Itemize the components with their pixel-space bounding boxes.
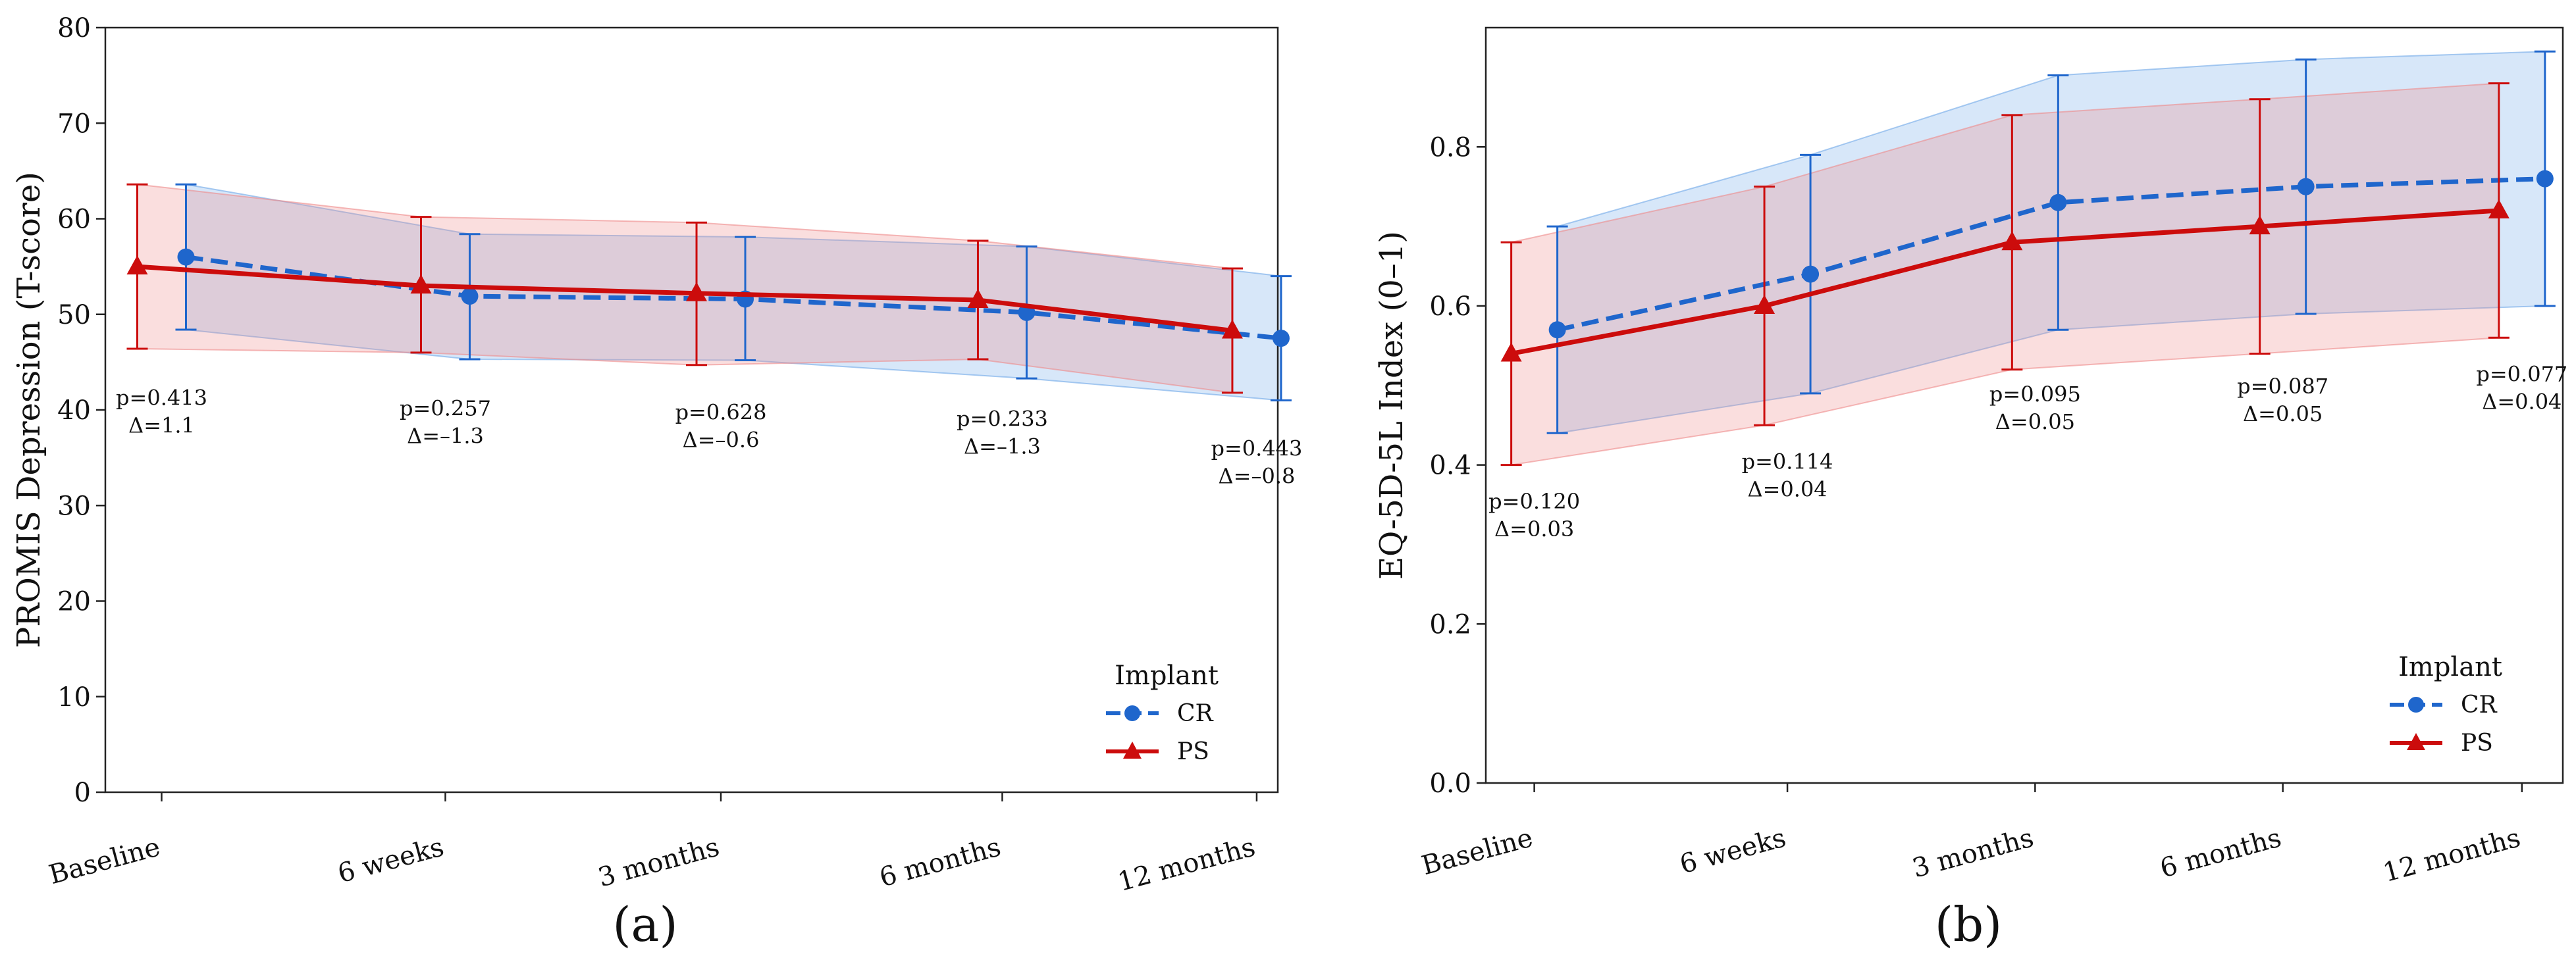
x-tick-label: 12 months [2380,822,2523,888]
legend-marker-cr [2408,697,2424,713]
p-value-label: p=0.114 [1742,449,1833,474]
y-axis-title: PROMIS Depression (T-score) [11,172,47,648]
x-tick-label: 6 weeks [1677,822,1789,880]
delta-label: Δ=–1.3 [964,434,1041,459]
y-tick-label: 70 [57,109,91,139]
x-tick-label: 6 months [2157,822,2284,884]
point-cr [2049,193,2067,211]
legend-entry-cr: CR [1177,700,1214,727]
y-tick-label: 10 [57,682,91,713]
y-tick-label: 0.6 [1429,291,1471,322]
delta-label: Δ=–0.8 [1219,464,1296,489]
point-cr [2297,178,2315,195]
panel-label: (a) [612,897,677,952]
y-tick-label: 0.2 [1429,609,1471,640]
band-ps [136,184,1233,393]
legend-entry-cr: CR [2461,692,2498,719]
p-value-label: p=0.095 [1989,382,2081,407]
x-tick-label: 12 months [1115,832,1258,897]
x-tick-label: Baseline [46,832,163,890]
point-cr [1802,265,1820,283]
panel-b: 0.0 0.2 0.4 0.6 0.8 Baseline 6 weeks 3 months 6 … [1373,26,2567,952]
point-ps [126,255,148,275]
point-ps [686,282,708,301]
axes-frame [1485,26,2564,784]
p-value-label: p=0.120 [1488,489,1580,514]
band-ps [1510,82,2500,466]
legend-marker-ps [1123,742,1142,759]
legend-marker-ps [2407,733,2425,750]
delta-label: Δ=1.1 [128,413,195,438]
p-value-label: p=0.087 [2237,374,2328,399]
panel-label: (b) [1935,897,2002,952]
x-tick-label: 6 weeks [334,832,447,889]
x-tick-label: 3 months [1909,822,2037,884]
point-ps [2488,199,2510,218]
y-axis-title: EQ-5D-5L Index (0–1) [1373,231,1410,580]
x-tick-label: 6 months [876,832,1004,893]
y-tick-label: 0.4 [1429,451,1471,481]
panel-a: 0 10 20 30 40 50 60 70 80 Baseline 6 weeks 3 months… [11,13,1302,952]
point-ps [1221,319,1243,339]
p-value-label: p=0.443 [1211,436,1302,461]
y-tick-label: 0 [74,778,91,808]
point-cr [177,248,195,266]
y-tick-label: 50 [57,300,91,330]
delta-label: Δ=0.05 [1995,409,2075,434]
delta-label: Δ=–1.3 [407,424,484,449]
point-ps [2001,231,2023,251]
delta-label: Δ=0.04 [2482,390,2562,415]
point-ps [2249,215,2271,235]
point-cr [461,288,479,305]
legend-marker-cr [1124,705,1140,721]
point-ps [1500,342,1522,362]
legend-entry-ps: PS [2461,730,2493,757]
point-cr [2536,170,2554,188]
p-value-label: p=0.257 [400,396,491,421]
p-value-label: p=0.077 [2476,362,2567,387]
x-tick-label: Baseline [1419,822,1536,881]
point-ps [1754,294,1775,314]
legend: Implant CR PS [2390,652,2502,757]
p-value-label: p=0.628 [675,400,767,425]
y-tick-label: 40 [57,395,91,426]
y-tick-label: 0.8 [1429,132,1471,163]
x-tick-label: 3 months [595,832,723,893]
point-cr [1272,330,1290,347]
delta-label: Δ=–0.6 [683,428,760,453]
y-tick-label: 60 [57,205,91,235]
point-cr [1548,321,1566,339]
p-value-label: p=0.413 [116,386,207,411]
point-ps [410,274,432,294]
y-tick-label: 80 [57,13,91,43]
delta-label: Δ=0.05 [2243,401,2323,426]
p-value-label: p=0.233 [957,407,1048,432]
legend-title: Implant [1115,661,1219,691]
y-tick-label: 20 [57,587,91,617]
delta-label: Δ=0.04 [1747,477,1827,502]
delta-label: Δ=0.03 [1494,517,1574,542]
legend-entry-ps: PS [1177,738,1209,765]
legend-title: Implant [2398,652,2502,682]
point-ps [967,288,989,308]
y-tick-label: 0.0 [1429,769,1471,799]
legend: Implant CR PS [1106,661,1219,765]
y-tick-label: 30 [57,491,91,521]
